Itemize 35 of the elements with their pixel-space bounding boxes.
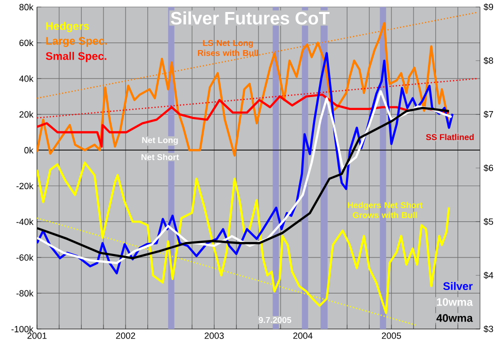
annotation: Hedgers Net Short Grows with Bull	[348, 202, 423, 218]
y-tick-label: -40k	[16, 218, 34, 225]
x-tick-label: 2001	[27, 332, 47, 339]
y2-tick-label: $8	[484, 57, 494, 64]
y-tick-label: -20k	[16, 182, 34, 190]
y-tick-label: -100k	[11, 326, 34, 332]
text: 40wma	[436, 314, 473, 322]
x-tick-label: 2005	[382, 332, 401, 339]
y-tick-label: 80k	[19, 4, 34, 10]
text: Large Spec.	[46, 37, 107, 47]
chart-title: Silver Futures CoT	[170, 11, 330, 25]
annotation: 9.7.2005	[258, 317, 292, 323]
text: Small Spec.	[46, 52, 106, 62]
y2-tick-label: $3	[484, 325, 494, 333]
y2-tick-label: $6	[484, 164, 494, 172]
text: Hedgers	[46, 22, 89, 32]
y-tick-label: 60k	[19, 39, 34, 46]
y2-tick-label: $9	[484, 3, 494, 11]
y-tick-label: 40k	[19, 75, 34, 82]
x-tick-label: 2004	[293, 332, 312, 339]
y2-tick-label: $4	[484, 272, 494, 279]
y-tick-label: 0k	[24, 146, 34, 154]
y-tick-label: -80k	[16, 290, 34, 297]
x-tick-label: 2003	[204, 332, 224, 339]
text: 10wma	[436, 298, 473, 306]
text: Silver	[443, 282, 473, 290]
x-tick-label: 2002	[116, 332, 136, 339]
y2-tick-label: $5	[484, 218, 494, 226]
annotation: SS Flatlined	[426, 134, 474, 140]
annotation: Net Short	[142, 154, 179, 160]
annotation: Net Long	[142, 137, 178, 145]
y-tick-label: -60k	[16, 254, 34, 261]
y2-tick-label: $7	[484, 110, 494, 118]
y-tick-label: 20k	[19, 111, 34, 118]
annotation: LS Net Long Rises with Bull	[198, 40, 258, 56]
